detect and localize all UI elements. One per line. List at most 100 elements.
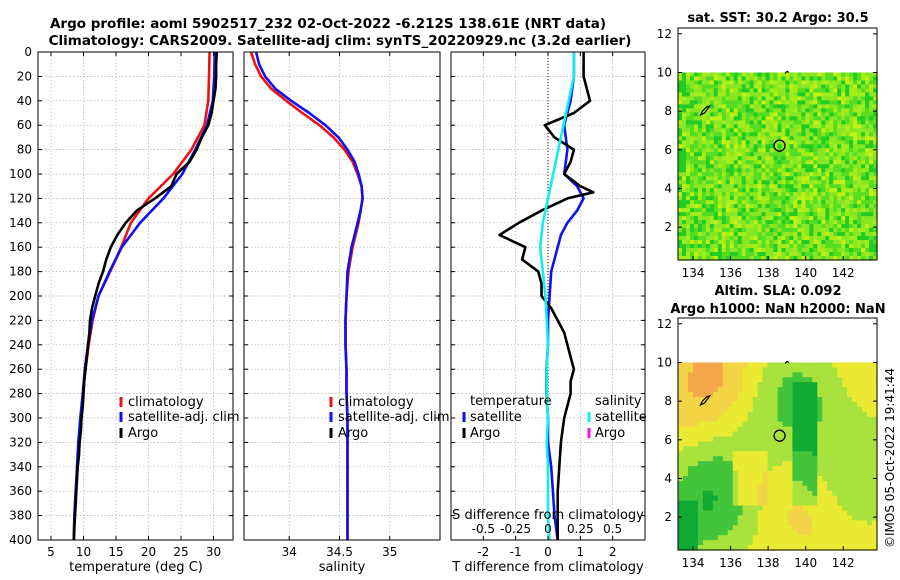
heatmap-cell (852, 421, 858, 428)
heatmap-cell (769, 224, 775, 229)
heatmap-cell (845, 72, 850, 78)
heatmap-cell (692, 545, 699, 551)
heatmap-cell (722, 540, 729, 546)
heatmap-cell (862, 372, 868, 378)
heatmap-cell (747, 485, 754, 492)
heatmap-cell (717, 200, 723, 205)
heatmap-cell (693, 216, 699, 221)
heatmap-cell (827, 421, 833, 428)
heatmap-cell (767, 421, 774, 428)
heatmap-cell (812, 515, 818, 521)
heatmap-cell (747, 441, 754, 447)
heatmap-cell (702, 431, 709, 438)
heatmap-cell (833, 240, 838, 245)
heatmap-cell (712, 436, 719, 443)
heatmap-cell (867, 466, 873, 472)
heatmap-cell (789, 132, 795, 137)
heatmap-cell (873, 176, 878, 181)
heatmap-cell (687, 515, 694, 521)
heatmap-cell (772, 362, 779, 369)
heatmap-cell (737, 236, 743, 241)
heatmap-cell (865, 192, 870, 197)
heatmap-cell (792, 387, 798, 393)
heatmap-cell (742, 426, 749, 433)
heatmap-cell (729, 220, 735, 225)
heatmap-cell (705, 132, 711, 137)
heatmap-cell (693, 152, 699, 157)
heatmap-cell (842, 500, 848, 507)
heatmap-cell (713, 140, 719, 145)
heatmap-cell (761, 132, 767, 137)
heatmap-cell (847, 490, 853, 497)
heatmap-cell (692, 446, 699, 452)
heatmap-cell (821, 232, 826, 237)
heatmap-cell (692, 416, 699, 423)
heatmap-cell (761, 232, 767, 237)
heatmap-cell (801, 160, 806, 165)
heatmap-cell (752, 461, 759, 467)
heatmap-cell (805, 72, 810, 78)
heatmap-cell (789, 240, 795, 245)
heatmap-cell (733, 108, 739, 113)
heatmap-cell (789, 100, 795, 105)
heatmap-cell (757, 140, 763, 145)
heatmap-cell (733, 232, 739, 237)
heatmap-cell (685, 216, 691, 221)
heatmap-cell (867, 515, 873, 521)
heatmap-cell (833, 72, 838, 78)
heatmap-cell (813, 188, 818, 193)
heatmap-cell (692, 466, 699, 472)
heatmap-cell (722, 451, 729, 457)
heatmap-cell (782, 426, 789, 433)
heatmap-cell (712, 431, 719, 438)
heatmap-cell (853, 188, 858, 193)
heatmap-cell (702, 520, 709, 526)
heatmap-cell (678, 176, 683, 181)
heatmap-cell (825, 240, 830, 245)
heatmap-cell (805, 200, 810, 205)
heatmap-cell (841, 188, 846, 193)
heatmap-cell (737, 406, 744, 413)
heatmap-cell (849, 228, 854, 233)
difference-panel: -2 -1 0 1 2 T difference from climatology S … (450, 51, 647, 575)
heatmap-cell (693, 248, 699, 253)
heatmap-cell (842, 411, 848, 418)
heatmap-cell (678, 188, 683, 193)
heatmap-cell (841, 84, 846, 90)
heatmap-cell (845, 100, 850, 105)
heatmap-cell (692, 495, 699, 502)
heatmap-cell (769, 112, 775, 117)
heatmap-cell (702, 426, 709, 433)
heatmap-cell (821, 116, 826, 121)
heatmap-cell (829, 72, 834, 78)
heatmap-cell (853, 176, 858, 181)
heatmap-cell (757, 88, 763, 94)
heatmap-cell (752, 515, 759, 521)
heatmap-cell (678, 132, 683, 137)
heatmap-cell (857, 441, 863, 447)
heatmap-cell (805, 128, 810, 133)
heatmap-cell (767, 431, 774, 438)
heatmap-cell (697, 144, 703, 149)
heatmap-cell (793, 108, 798, 113)
heatmap-cell (847, 530, 853, 536)
heatmap-cell (827, 377, 833, 383)
heatmap-cell (785, 164, 791, 169)
heatmap-cell (812, 416, 818, 423)
heatmap-cell (753, 112, 759, 117)
heatmap-cell (685, 92, 691, 98)
heatmap-cell (817, 461, 823, 467)
heatmap-cell (745, 120, 751, 125)
heatmap-cell (852, 416, 858, 423)
heatmap-cell (741, 176, 747, 181)
heatmap-cell (805, 176, 810, 181)
heatmap-cell (721, 120, 727, 125)
heatmap-cell (762, 456, 769, 462)
heatmap-cell (861, 204, 866, 209)
heatmap-cell (782, 397, 789, 403)
heatmap-cell (689, 80, 695, 86)
heatmap-cell (721, 160, 727, 165)
heatmap-cell (789, 152, 795, 157)
heatmap-cell (747, 525, 754, 531)
heatmap-cell (777, 96, 783, 101)
